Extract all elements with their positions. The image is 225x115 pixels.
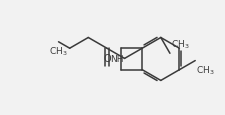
Text: CH$_3$: CH$_3$ (49, 45, 68, 58)
Text: CH$_3$: CH$_3$ (171, 39, 189, 51)
Text: NH: NH (110, 54, 124, 63)
Text: O: O (103, 53, 111, 63)
Text: CH$_3$: CH$_3$ (196, 64, 215, 76)
